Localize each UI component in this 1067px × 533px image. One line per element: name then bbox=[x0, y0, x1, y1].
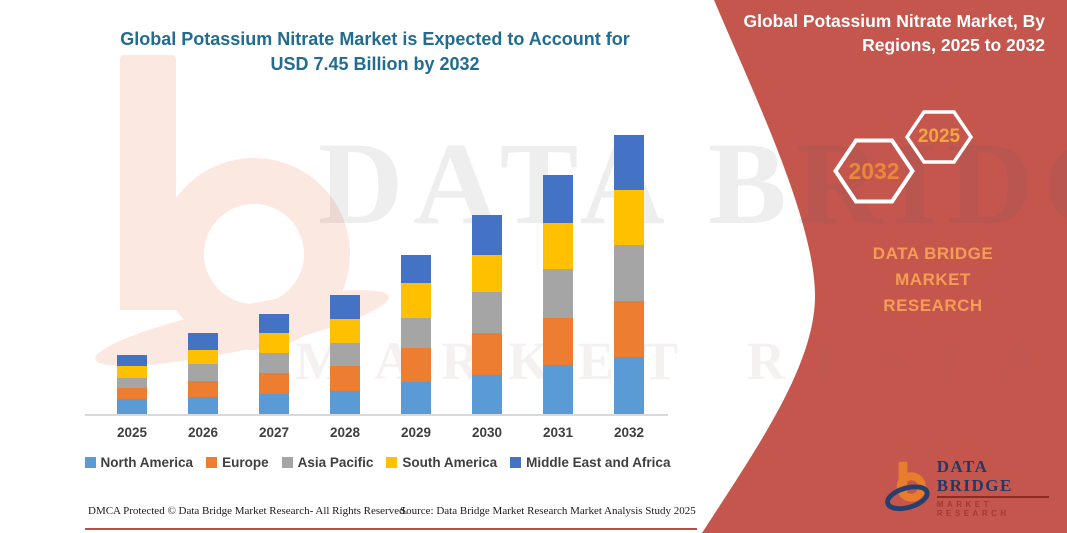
legend-chip bbox=[84, 457, 96, 468]
chart-title-line1: Global Potassium Nitrate Market is Expec… bbox=[120, 29, 630, 49]
chart-title: Global Potassium Nitrate Market is Expec… bbox=[80, 27, 670, 77]
bar-segment-2031-north-america bbox=[543, 364, 573, 414]
copyright-text: DMCA Protected © Data Bridge Market Rese… bbox=[88, 505, 408, 517]
bar-segment-2028-north-america bbox=[330, 391, 360, 414]
hexagon-badge-2025: 2025 bbox=[905, 110, 973, 164]
legend-label: Asia Pacific bbox=[297, 455, 374, 470]
legend-label: Europe bbox=[222, 455, 269, 470]
hexagon-badge-2032: 2032 bbox=[833, 138, 915, 204]
bar-segment-2025-europe bbox=[117, 388, 147, 400]
legend-chip bbox=[281, 457, 293, 468]
hexagon-2025-label: 2025 bbox=[917, 126, 961, 147]
bar-segment-2031-europe bbox=[543, 317, 573, 365]
bar-segment-2027-north-america bbox=[259, 394, 289, 414]
bar-segment-2027-south-america bbox=[259, 333, 289, 354]
bar-segment-2030-europe bbox=[472, 333, 502, 376]
legend-chip bbox=[510, 457, 522, 468]
x-axis-label-2032: 2032 bbox=[613, 425, 645, 440]
bar-segment-2027-europe bbox=[259, 373, 289, 395]
legend-label: Middle East and Africa bbox=[526, 455, 671, 470]
bar-segment-2025-south-america bbox=[117, 366, 147, 379]
bar-segment-2032-europe bbox=[614, 300, 644, 358]
brand-wordmark-line2: RESEARCH bbox=[883, 296, 983, 315]
legend-item-north-america: North America bbox=[84, 455, 194, 470]
hexagon-2032-outline bbox=[833, 138, 915, 204]
bar-segment-2026-south-america bbox=[188, 350, 218, 365]
bar-segment-2032-north-america bbox=[614, 357, 644, 414]
x-axis-label-2030: 2030 bbox=[471, 425, 503, 440]
bar-segment-2028-middle-east-and-africa bbox=[330, 295, 360, 320]
bar-segment-2025-north-america bbox=[117, 399, 147, 414]
chart-title-line2: USD 7.45 Billion by 2032 bbox=[270, 54, 480, 74]
dbmr-logo-textblock: DATA BRIDGE MARKET RESEARCH bbox=[936, 457, 1067, 518]
bar-segment-2029-asia-pacific bbox=[401, 318, 431, 349]
hexagon-2032-label: 2032 bbox=[848, 157, 900, 184]
dbmr-logo-subtext: MARKET RESEARCH bbox=[936, 499, 1010, 518]
source-text: Source: Data Bridge Market Research Mark… bbox=[400, 505, 696, 517]
bar-segment-2025-middle-east-and-africa bbox=[117, 355, 147, 367]
brand-wordmark: DATA BRIDGE MARKET RESEARCH bbox=[833, 241, 1033, 319]
bar-segment-2030-south-america bbox=[472, 255, 502, 293]
x-axis-label-2028: 2028 bbox=[329, 425, 361, 440]
chart-legend: North America Europe Asia Pacific South Ame… bbox=[80, 455, 675, 470]
x-axis-label-2029: 2029 bbox=[400, 425, 432, 440]
bar-segment-2030-middle-east-and-africa bbox=[472, 215, 502, 256]
x-axis-label-2025: 2025 bbox=[116, 425, 148, 440]
brand-wordmark-line1: DATA BRIDGE MARKET bbox=[872, 244, 994, 289]
bar-segment-2026-asia-pacific bbox=[188, 364, 218, 382]
bar-segment-2031-south-america bbox=[543, 222, 573, 269]
bar-segment-2031-asia-pacific bbox=[543, 268, 573, 318]
bar-segment-2026-middle-east-and-africa bbox=[188, 333, 218, 351]
bar-segment-2028-asia-pacific bbox=[330, 343, 360, 367]
dbmr-logo-underline bbox=[936, 496, 1049, 498]
bar-segment-2027-middle-east-and-africa bbox=[259, 313, 289, 334]
legend-item-asia-pacific: Asia Pacific bbox=[281, 455, 374, 470]
x-axis-line bbox=[85, 414, 668, 416]
bottom-accent-line bbox=[85, 528, 697, 530]
banner-shape bbox=[702, 0, 1067, 533]
x-axis-label-2026: 2026 bbox=[187, 425, 219, 440]
bar-segment-2030-north-america bbox=[472, 375, 502, 414]
legend-item-south-america: South America bbox=[386, 455, 497, 470]
bar-segment-2030-asia-pacific bbox=[472, 292, 502, 334]
bar-segment-2028-south-america bbox=[330, 319, 360, 344]
bar-segment-2029-north-america bbox=[401, 382, 431, 414]
x-axis-label-2027: 2027 bbox=[258, 425, 290, 440]
bar-segment-2031-middle-east-and-africa bbox=[543, 174, 573, 223]
banner-title-line2: Regions, 2025 to 2032 bbox=[862, 35, 1045, 55]
bar-segment-2027-asia-pacific bbox=[259, 353, 289, 374]
legend-chip bbox=[386, 457, 398, 468]
hexagon-2025-outline bbox=[905, 110, 973, 164]
legend-item-middle-east-and-africa: Middle East and Africa bbox=[510, 455, 670, 470]
bar-segment-2032-middle-east-and-africa bbox=[614, 134, 644, 190]
dbmr-logo-name: DATA BRIDGE bbox=[936, 457, 1013, 495]
legend-item-europe: Europe bbox=[206, 455, 269, 470]
legend-chip bbox=[206, 457, 218, 468]
dbmr-logo-icon bbox=[885, 461, 930, 512]
banner-title-line1: Global Potassium Nitrate Market, By bbox=[743, 11, 1045, 31]
bar-segment-2026-north-america bbox=[188, 397, 218, 414]
bar-segment-2032-south-america bbox=[614, 189, 644, 245]
x-axis-label-2031: 2031 bbox=[542, 425, 574, 440]
dbmr-logo: DATA BRIDGE MARKET RESEARCH bbox=[885, 457, 1067, 518]
bar-segment-2029-europe bbox=[401, 348, 431, 383]
bar-segment-2026-europe bbox=[188, 381, 218, 398]
bar-segment-2029-south-america bbox=[401, 283, 431, 319]
bar-segment-2032-asia-pacific bbox=[614, 244, 644, 301]
bar-segment-2029-middle-east-and-africa bbox=[401, 255, 431, 284]
bar-segment-2028-europe bbox=[330, 366, 360, 392]
legend-label: South America bbox=[402, 455, 498, 470]
legend-label: North America bbox=[100, 455, 194, 470]
banner-title: Global Potassium Nitrate Market, By Regi… bbox=[705, 9, 1045, 57]
bar-segment-2025-asia-pacific bbox=[117, 378, 147, 389]
